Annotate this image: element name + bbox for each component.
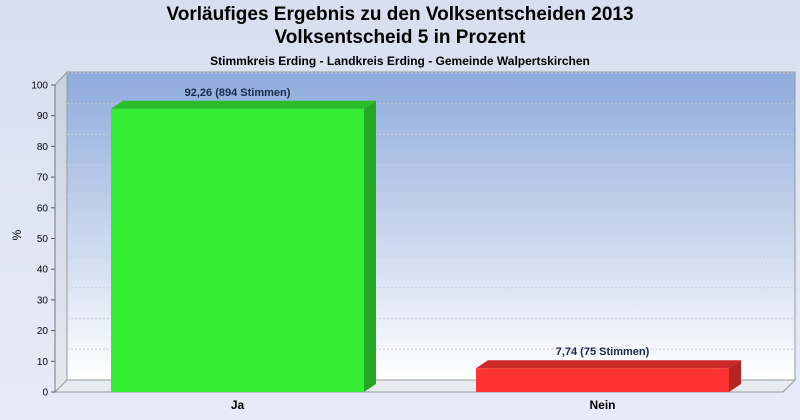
y-tick-label: 90 bbox=[37, 111, 49, 122]
bar-ja bbox=[111, 100, 376, 392]
data-label: 7,74 (75 Stimmen) bbox=[556, 346, 650, 358]
y-tick-label: 40 bbox=[37, 265, 49, 276]
chart-title: Vorläufiges Ergebnis zu den Volksentsche… bbox=[166, 4, 634, 25]
y-axis-label: % bbox=[10, 229, 24, 240]
y-tick-label: 50 bbox=[37, 234, 49, 245]
bar-front-face bbox=[111, 108, 364, 392]
x-tick-label: Ja bbox=[231, 398, 245, 412]
y-tick-label: 70 bbox=[37, 173, 49, 184]
bar-top-face bbox=[476, 360, 741, 369]
data-label: 92,26 (894 Stimmen) bbox=[185, 87, 291, 99]
bar-side-face bbox=[729, 360, 741, 392]
y-tick-label: 80 bbox=[37, 142, 49, 153]
y-tick-label: 20 bbox=[37, 326, 49, 337]
bar-top-face bbox=[111, 100, 376, 109]
chart-title-line-2: Volksentscheid 5 in Prozent bbox=[274, 27, 526, 48]
y-tick-label: 30 bbox=[37, 295, 49, 306]
plot-side-wall bbox=[54, 70, 68, 394]
y-tick-label: 10 bbox=[37, 357, 49, 368]
bar-front-face bbox=[476, 368, 729, 392]
chart-subtitle: Stimmkreis Erding - Landkreis Erding - G… bbox=[210, 54, 590, 68]
bar-nein bbox=[476, 360, 741, 392]
y-tick-label: 60 bbox=[37, 203, 49, 214]
x-tick-label: Nein bbox=[589, 398, 615, 412]
y-tick-label: 0 bbox=[42, 388, 48, 399]
bar-side-face bbox=[364, 100, 376, 392]
y-tick-label: 100 bbox=[31, 81, 48, 92]
